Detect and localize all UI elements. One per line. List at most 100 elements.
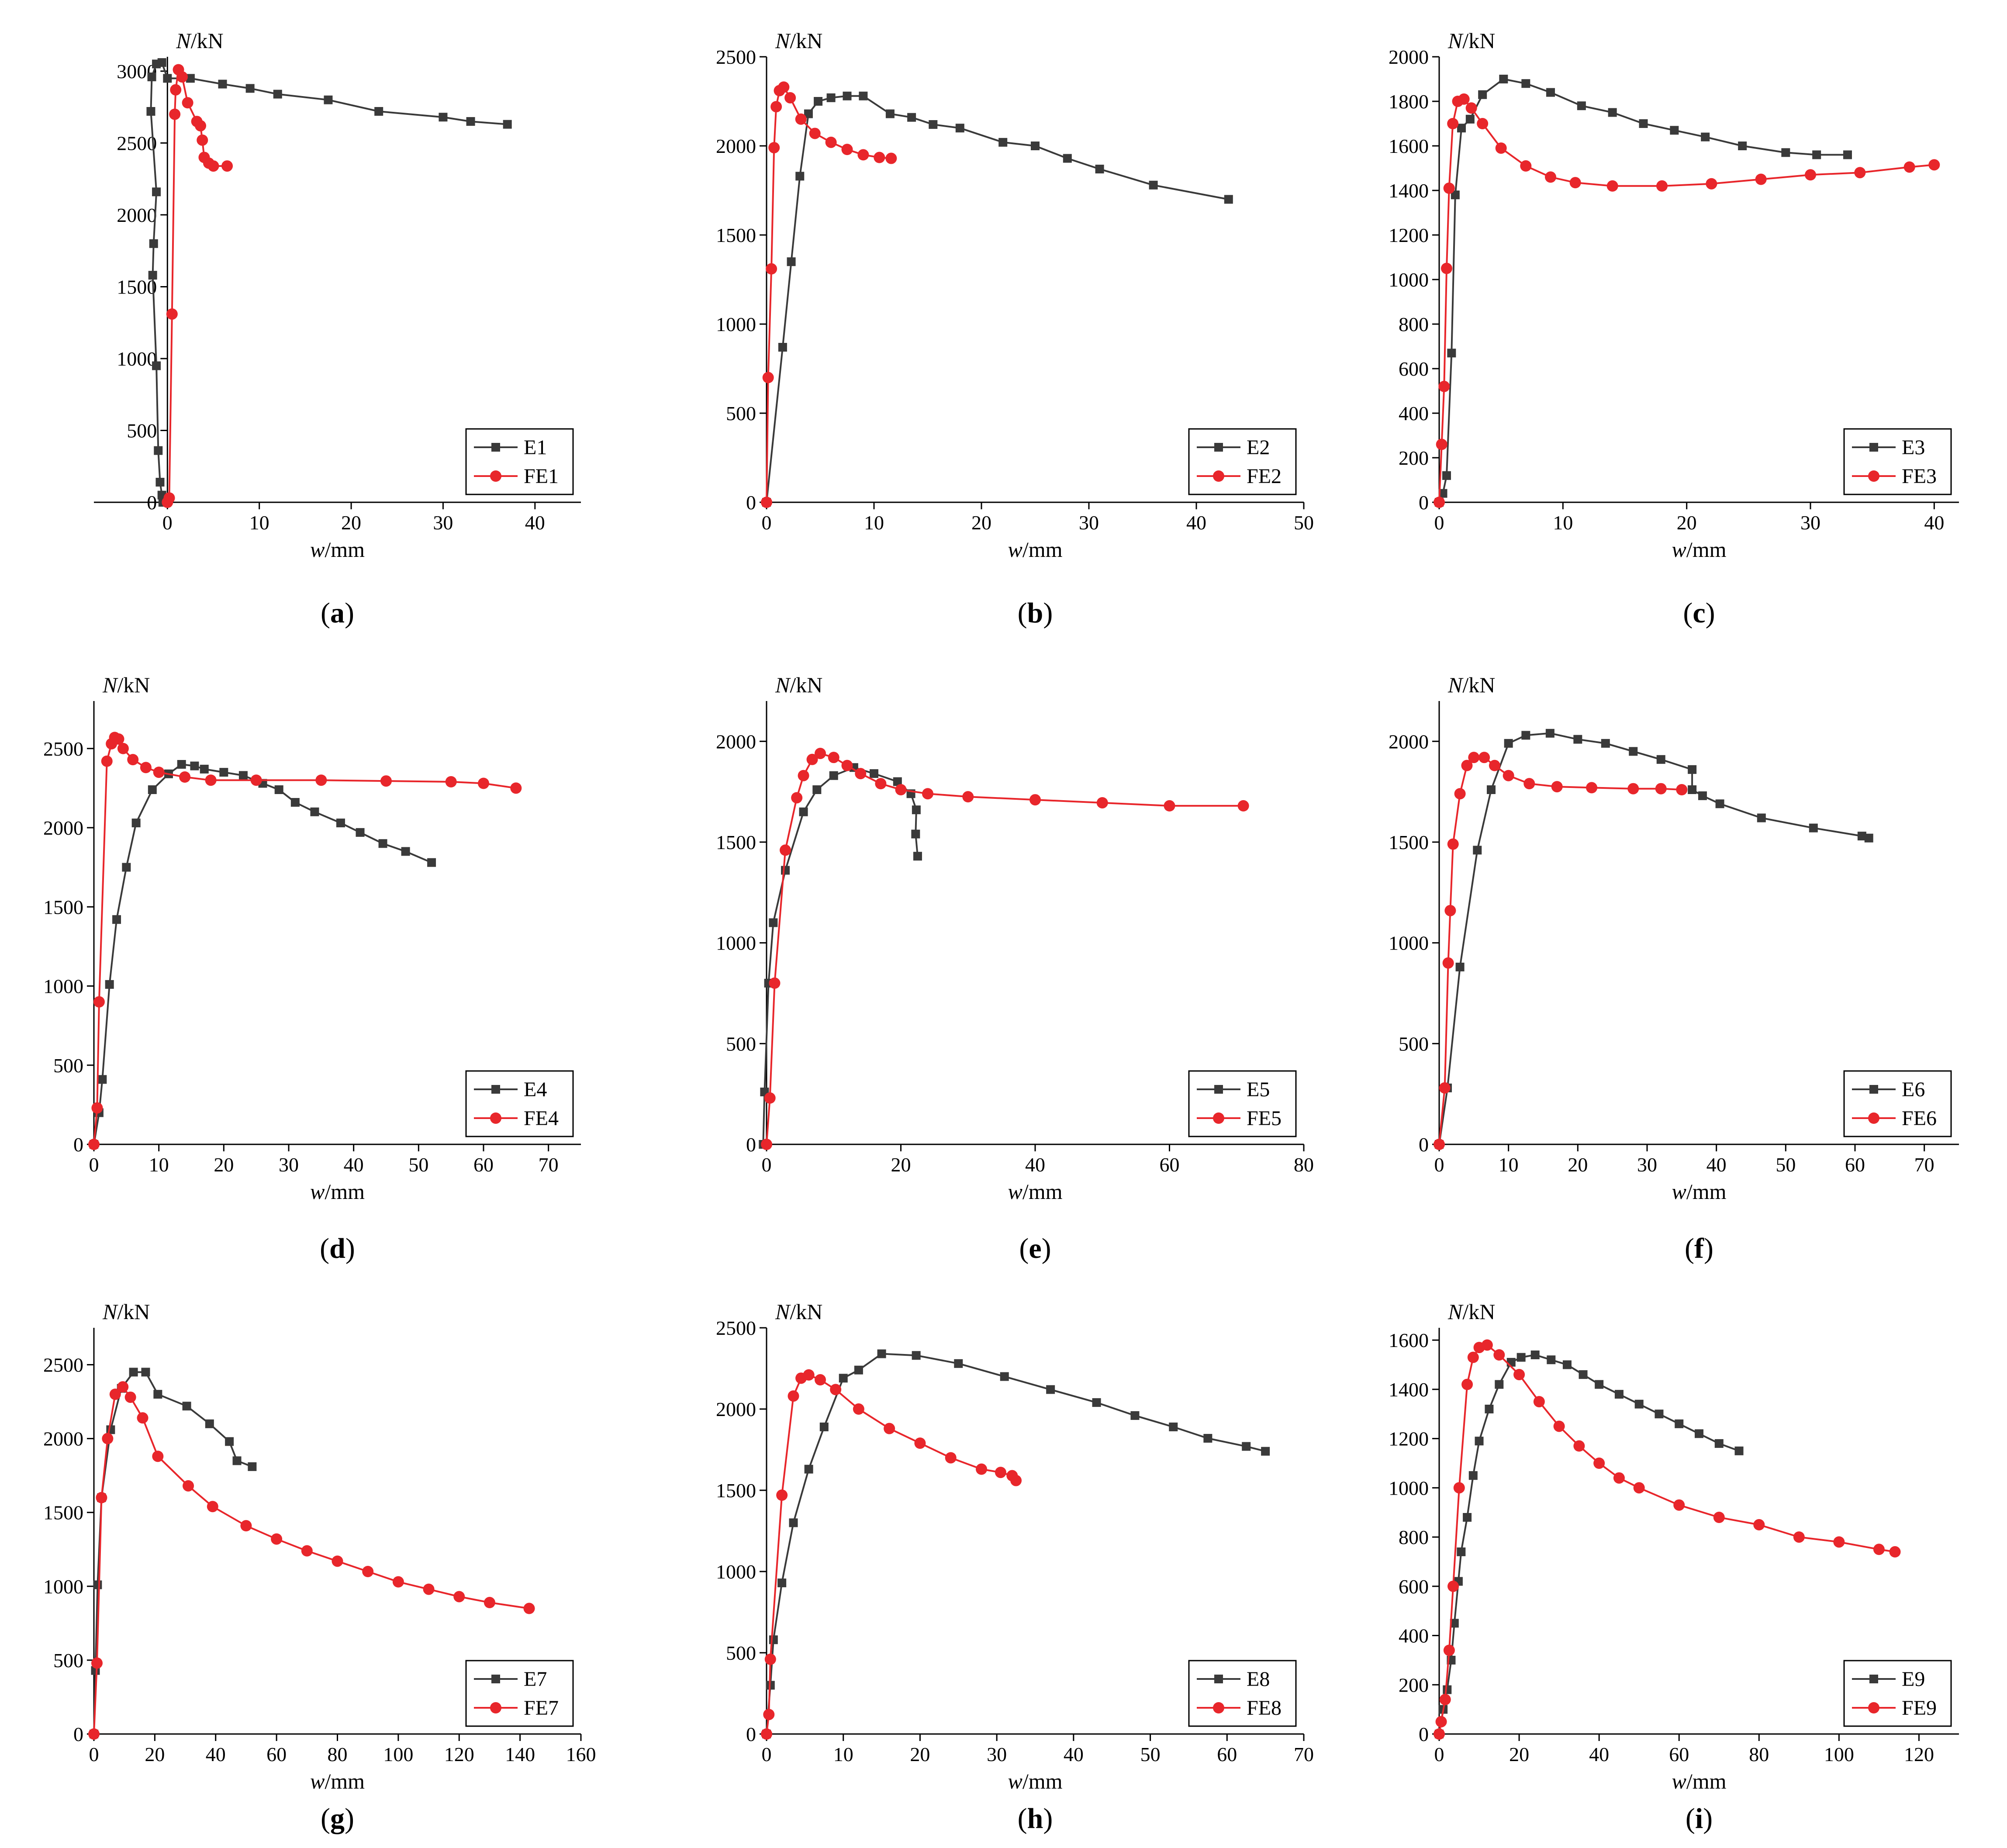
data-point-E6 bbox=[1698, 791, 1707, 800]
data-point-FE5 bbox=[764, 1092, 776, 1104]
data-point-E4 bbox=[219, 768, 228, 777]
data-point-FE2 bbox=[768, 142, 780, 154]
data-point-E3 bbox=[1465, 114, 1475, 124]
data-point-FE8 bbox=[830, 1384, 842, 1395]
data-point-E2 bbox=[804, 109, 813, 118]
x-tick-label: 40 bbox=[1706, 1154, 1727, 1176]
panel-label: (f) bbox=[1685, 1233, 1713, 1264]
data-point-E8 bbox=[912, 1351, 921, 1360]
data-point-FE9 bbox=[1573, 1440, 1585, 1452]
data-point-FE8 bbox=[945, 1452, 957, 1464]
y-tick-label: 2500 bbox=[716, 46, 756, 68]
data-point-E1 bbox=[146, 107, 155, 116]
legend-marker bbox=[1214, 1085, 1223, 1094]
data-point-FE2 bbox=[825, 136, 837, 148]
x-tick-label: 30 bbox=[1800, 511, 1820, 534]
data-point-E9 bbox=[1516, 1353, 1526, 1362]
data-point-FE7 bbox=[124, 1391, 136, 1403]
x-tick-label: 40 bbox=[1186, 511, 1206, 534]
x-axis-title: w/mm bbox=[1008, 1179, 1062, 1204]
legend-label: E5 bbox=[1247, 1078, 1270, 1101]
data-point-E6 bbox=[1864, 833, 1873, 843]
legend-marker bbox=[1214, 1675, 1223, 1683]
data-point-FE5 bbox=[806, 753, 818, 765]
legend-box bbox=[1188, 428, 1297, 495]
data-point-FE6 bbox=[1468, 752, 1480, 763]
x-tick-label: 70 bbox=[1294, 1743, 1314, 1765]
data-point-E3 bbox=[1447, 349, 1456, 358]
legend-label: FE3 bbox=[1902, 465, 1937, 488]
y-tick-label: 2500 bbox=[43, 1354, 83, 1376]
legend-marker bbox=[1868, 470, 1879, 482]
data-point-FE8 bbox=[764, 1653, 776, 1665]
data-point-FE9 bbox=[1434, 1728, 1445, 1740]
legend-label: E1 bbox=[524, 436, 547, 459]
x-tick-label: 20 bbox=[910, 1743, 930, 1765]
data-point-FE3 bbox=[1545, 171, 1556, 183]
data-point-E3 bbox=[1670, 126, 1679, 135]
y-tick-label: 0 bbox=[73, 1723, 83, 1745]
x-tick-label: 60 bbox=[1160, 1154, 1180, 1176]
y-tick-label: 500 bbox=[53, 1649, 83, 1672]
data-point-FE5 bbox=[798, 770, 809, 781]
data-point-E3 bbox=[1701, 132, 1710, 142]
y-tick-label: 1000 bbox=[1389, 269, 1429, 291]
data-point-E3 bbox=[1608, 108, 1617, 117]
x-tick-label: 10 bbox=[1553, 511, 1573, 534]
data-point-E5 bbox=[893, 777, 902, 786]
data-point-E3 bbox=[1457, 124, 1466, 133]
series-line-E4 bbox=[93, 763, 432, 1145]
data-point-FE1 bbox=[166, 308, 178, 320]
data-point-E1 bbox=[149, 239, 158, 248]
data-point-E9 bbox=[1475, 1437, 1484, 1446]
x-tick-label: 30 bbox=[279, 1154, 299, 1176]
data-point-E4 bbox=[122, 863, 131, 872]
y-axis-title: N/kN bbox=[1447, 28, 1495, 53]
data-point-E5 bbox=[829, 771, 838, 780]
data-point-FE7 bbox=[102, 1433, 114, 1444]
y-tick-label: 400 bbox=[1399, 1625, 1429, 1647]
data-point-E1 bbox=[439, 113, 448, 122]
data-point-FE9 bbox=[1439, 1694, 1451, 1706]
data-point-E4 bbox=[148, 785, 157, 794]
data-point-FE6 bbox=[1447, 838, 1459, 850]
data-point-E8 bbox=[789, 1518, 798, 1527]
chart-panel: 0 20 40 60 800500100015002000N/kNw/mmE5FE5(e… bbox=[716, 673, 1314, 1264]
y-tick-label: 0 bbox=[746, 1133, 756, 1156]
y-tick-label: 200 bbox=[1399, 447, 1429, 469]
data-point-E1 bbox=[503, 120, 512, 129]
x-tick-label: 160 bbox=[566, 1743, 596, 1765]
data-point-E8 bbox=[1203, 1433, 1212, 1443]
data-point-E1 bbox=[152, 361, 161, 370]
data-point-E4 bbox=[427, 858, 436, 867]
data-point-FE2 bbox=[795, 113, 807, 125]
data-point-FE8 bbox=[1010, 1475, 1022, 1486]
x-axis-title: w/mm bbox=[310, 1769, 365, 1793]
data-point-E4 bbox=[190, 761, 199, 770]
x-axis-title: w/mm bbox=[310, 1179, 365, 1204]
data-point-E1 bbox=[147, 73, 156, 82]
y-tick-label: 200 bbox=[1399, 1674, 1429, 1696]
x-axis-title: w/mm bbox=[310, 537, 365, 562]
data-point-E8 bbox=[1046, 1385, 1055, 1394]
y-tick-label: 1400 bbox=[1389, 180, 1429, 202]
legend-label: E7 bbox=[524, 1668, 547, 1691]
data-point-FE6 bbox=[1434, 1139, 1445, 1150]
series-line-E9 bbox=[1438, 1354, 1740, 1734]
y-tick-label: 1500 bbox=[716, 224, 756, 246]
data-point-FE9 bbox=[1513, 1369, 1525, 1381]
data-point-E9 bbox=[1595, 1380, 1604, 1389]
y-tick-label: 1000 bbox=[43, 975, 83, 998]
y-tick-label: 2000 bbox=[716, 135, 756, 157]
data-point-E6 bbox=[1757, 813, 1766, 822]
x-tick-label: 0 bbox=[762, 511, 772, 534]
legend-marker bbox=[1869, 1085, 1878, 1094]
data-point-E3 bbox=[1546, 88, 1555, 97]
legend-marker bbox=[1213, 1702, 1224, 1713]
data-point-FE3 bbox=[1465, 102, 1477, 114]
chart-panel: 0 10 20 30 40 5005001000150020002500N/kNw/mmE… bbox=[716, 28, 1314, 629]
data-point-E2 bbox=[929, 120, 938, 129]
legend-label: E4 bbox=[524, 1078, 547, 1101]
